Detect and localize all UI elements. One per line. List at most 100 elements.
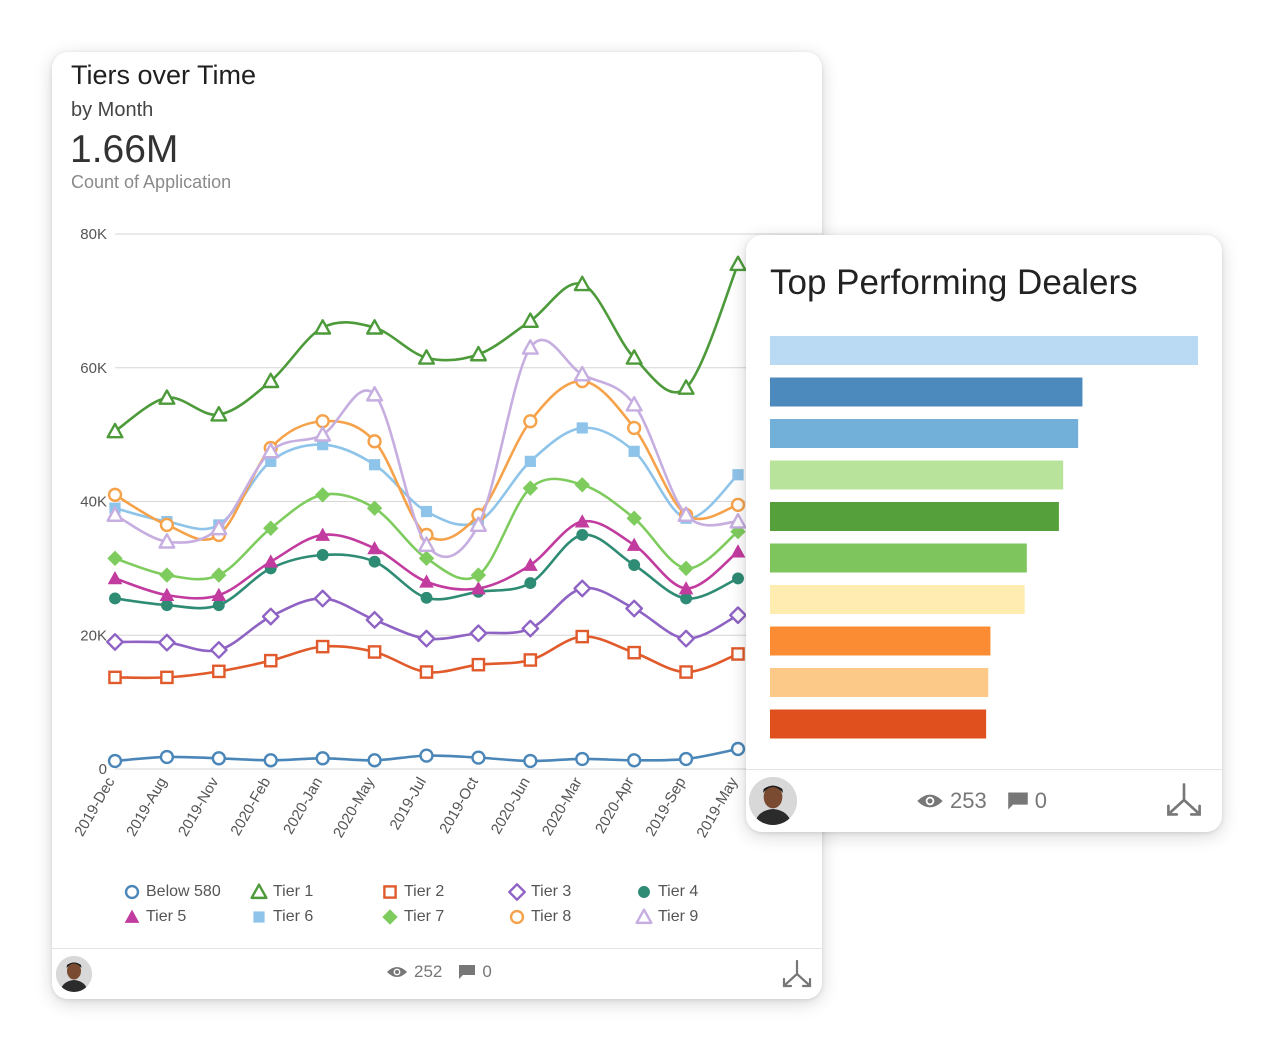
data-point [109,592,121,605]
x-tick-label: 2020-May [330,774,378,841]
data-point [159,587,175,602]
series-tier-2 [108,629,745,685]
data-point [471,750,486,765]
x-tick-label: 2019-Sep [642,775,689,840]
bar[interactable] [770,502,1059,531]
data-point [263,653,278,668]
bar[interactable] [770,336,1198,365]
avatar[interactable] [56,956,92,992]
drill-icon[interactable] [782,959,812,989]
comment-icon [1007,792,1028,810]
legend-item[interactable]: Tier 5 [122,907,186,927]
legend-item[interactable]: Tier 1 [249,882,313,902]
data-point [265,455,277,467]
data-point [470,567,487,583]
bar[interactable] [770,626,991,656]
x-tick-label: 2020-Apr [592,775,638,837]
legend-item[interactable]: Tier 7 [380,907,444,927]
drill-icon[interactable] [1166,782,1202,818]
data-point [419,665,434,679]
data-point [367,434,382,449]
y-tick-label: 40K [80,494,107,511]
data-point [315,639,330,654]
top-dealers-card[interactable]: Top Performing Dealers 253 0 [746,235,1222,832]
data-point [677,506,695,522]
data-point [417,629,436,648]
data-point [574,514,590,528]
bar[interactable] [770,460,1064,490]
bar[interactable] [770,543,1027,573]
legend-item[interactable]: Tier 2 [380,882,444,902]
data-point [314,487,331,503]
data-point [521,339,539,355]
data-point [315,414,330,429]
data-point [625,599,644,618]
bar[interactable] [770,585,1025,614]
data-point [368,555,381,568]
x-tick-label: 2020-Jun [488,775,534,838]
data-point [625,395,643,412]
avatar[interactable] [749,777,797,825]
data-point [679,665,693,679]
data-point [365,610,384,629]
bar[interactable] [770,709,987,739]
data-point [107,571,123,585]
data-point [159,517,175,533]
data-point [575,751,590,767]
legend-marker [638,886,650,898]
card-stats: 252 0 [386,962,492,982]
data-point [212,664,226,679]
data-point [628,559,641,571]
legend-marker [635,908,653,925]
data-point [262,372,280,389]
legend-item[interactable]: Tier 6 [249,907,313,927]
data-point [469,345,487,362]
data-point [523,753,538,769]
data-point [573,365,591,382]
data-point [367,753,382,768]
bar[interactable] [770,377,1083,407]
bar[interactable] [770,668,989,697]
data-point [263,554,279,568]
data-point [576,528,589,541]
legend-item[interactable]: Tier 8 [507,907,571,927]
data-point [678,560,694,577]
data-point [210,406,228,422]
bar-chart [770,336,1198,739]
comments-count: 0 [482,962,492,981]
legend-item[interactable]: Tier 9 [634,907,698,927]
metric-value: 1.66M [70,128,179,171]
legend-marker-shape [635,908,653,925]
legend-item[interactable]: Below 580 [122,882,221,902]
x-tick-label: 2019-May [693,774,741,841]
data-point [677,379,695,395]
data-point [524,455,536,467]
card-stats: 253 0 [916,788,1047,814]
legend-label: Tier 4 [658,883,699,900]
data-point [160,670,174,685]
data-point [159,749,175,765]
data-point [366,500,383,516]
series-line [114,263,740,433]
data-point [158,533,176,549]
legend-label: Tier 3 [531,883,572,900]
legend-item[interactable]: Tier 3 [507,882,571,902]
data-point [158,389,176,405]
data-point [627,420,642,436]
y-tick-label: 0 [99,761,107,778]
legend-label: Below 580 [146,883,221,900]
data-point [523,653,538,667]
bar[interactable] [770,419,1079,448]
series-tier-6 [109,422,744,531]
data-point [211,567,227,583]
metric-label: Count of Application [71,172,232,192]
y-tick-label: 80K [80,226,107,243]
chart-title: Top Performing Dealers [770,263,1138,302]
tiers-over-time-card[interactable]: Tiers over Time by Month 1.66M Count of … [52,52,822,999]
legend-label: Tier 8 [531,908,572,925]
views-count: 253 [950,788,987,813]
data-point [523,414,538,429]
legend-marker-shape [124,909,140,923]
data-point [626,510,642,526]
legend-item[interactable]: Tier 4 [634,882,698,902]
